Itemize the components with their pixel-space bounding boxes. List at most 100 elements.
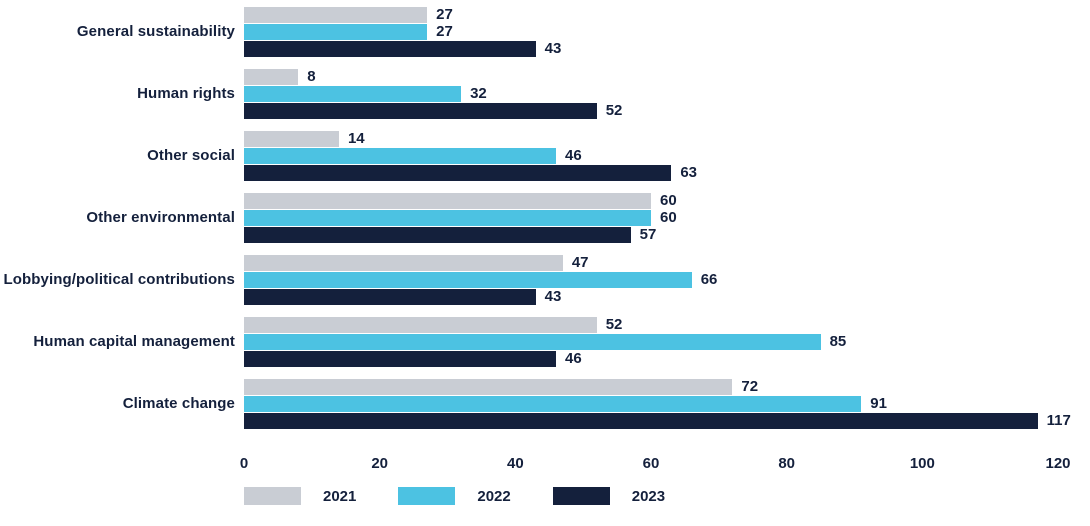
bar-line: 63 [244, 165, 1058, 181]
bar-line: 43 [244, 289, 1058, 305]
value-label: 85 [829, 333, 847, 350]
bar-group: 52 85 46 [244, 317, 1058, 367]
bar-2021 [244, 317, 597, 333]
bar-line: 60 [244, 193, 1058, 209]
value-label: 60 [660, 209, 677, 226]
legend-label: 2022 [477, 487, 511, 505]
category-row: Lobbying/political contributions 47 66 43 [0, 255, 1058, 305]
chart-plot-area: General sustainability 27 27 43 Human rights… [0, 7, 1071, 441]
legend-label: 2021 [323, 487, 357, 505]
bar-group: 47 66 43 [244, 255, 1058, 305]
x-tick-label: 80 [778, 455, 795, 472]
value-label: 63 [680, 164, 698, 181]
bar-2023 [244, 103, 597, 119]
value-label: 91 [870, 395, 887, 412]
category-row: Human rights 8 32 52 [0, 69, 1058, 119]
bar-line: 117 [244, 413, 1071, 429]
category-label: Human rights [137, 84, 235, 102]
bar-line: 52 [244, 317, 1058, 333]
category-row: General sustainability 27 27 43 [0, 7, 1058, 57]
value-label: 72 [741, 378, 759, 395]
bar-line: 46 [244, 148, 1058, 164]
bar-2023 [244, 289, 536, 305]
bar-2022 [244, 86, 462, 102]
x-tick-label: 120 [1045, 455, 1071, 472]
bar-2021 [244, 255, 563, 271]
bar-group: 72 91 117 [244, 379, 1071, 429]
bar-2023 [244, 413, 1038, 429]
value-label: 46 [565, 350, 582, 367]
legend-item: 2021 [244, 487, 356, 505]
bar-line: 14 [244, 131, 1058, 147]
bar-line: 66 [244, 272, 1058, 288]
bar-2022 [244, 396, 862, 412]
category-label: General sustainability [76, 22, 235, 40]
value-label: 27 [436, 23, 453, 40]
value-label: 52 [605, 316, 623, 333]
value-label: 32 [470, 85, 487, 102]
bar-2022 [244, 272, 692, 288]
bar-line: 8 [244, 69, 1058, 85]
legend: 2021 2022 2023 [244, 487, 707, 505]
category-label: Other environmental [86, 208, 235, 226]
bar-line: 60 [244, 210, 1058, 226]
category-row: Other social 14 46 63 [0, 131, 1058, 181]
bar-2023 [244, 351, 557, 367]
legend-swatch [552, 487, 610, 505]
bar-2022 [244, 334, 821, 350]
bar-2023 [244, 227, 631, 243]
category-label: Climate change [122, 394, 235, 412]
bar-2022 [244, 24, 428, 40]
value-label: 52 [605, 102, 623, 119]
value-label: 60 [660, 192, 677, 209]
bar-group: 60 60 57 [244, 193, 1058, 243]
legend-label: 2023 [631, 487, 666, 505]
bar-line: 27 [244, 7, 1058, 23]
bar-2022 [244, 148, 557, 164]
bar-group: 27 27 43 [244, 7, 1058, 57]
bar-line: 72 [244, 379, 1058, 395]
bar-2022 [244, 210, 651, 226]
x-tick-label: 0 [239, 455, 249, 472]
value-label: 46 [565, 147, 582, 164]
value-label: 66 [700, 271, 718, 288]
legend-swatch [398, 487, 456, 505]
x-tick-label: 40 [506, 455, 524, 472]
legend-item: 2022 [398, 487, 511, 505]
x-tick-label: 60 [642, 455, 660, 472]
value-label: 8 [307, 68, 316, 85]
value-label: 117 [1046, 412, 1071, 429]
category-label: Lobbying/political contributions [3, 270, 235, 288]
bar-group: 14 46 63 [244, 131, 1058, 181]
value-label: 43 [544, 288, 562, 305]
value-label: 57 [639, 226, 657, 243]
bar-line: 32 [244, 86, 1058, 102]
bar-2023 [244, 41, 536, 57]
x-tick-label: 20 [371, 455, 388, 472]
value-label: 14 [347, 130, 365, 147]
x-tick-label: 100 [909, 455, 935, 472]
value-label: 47 [571, 254, 589, 271]
bar-group: 8 32 52 [244, 69, 1058, 119]
bar-line: 46 [244, 351, 1058, 367]
bar-line: 27 [244, 24, 1058, 40]
bar-line: 57 [244, 227, 1058, 243]
category-row: Other environmental 60 60 57 [0, 193, 1058, 243]
bar-line: 91 [244, 396, 1058, 412]
bar-line: 52 [244, 103, 1058, 119]
category-row: Climate change 72 91 117 [0, 379, 1071, 429]
category-label: Other social [147, 146, 235, 164]
value-label: 27 [436, 6, 453, 23]
category-row: Human capital management 52 85 46 [0, 317, 1058, 367]
bar-line: 85 [244, 334, 1058, 350]
legend-item: 2023 [552, 487, 666, 505]
bar-2021 [244, 7, 428, 23]
bar-2021 [244, 379, 733, 395]
x-axis: 0 20 40 60 80 100 120 [0, 455, 1090, 475]
legend-swatch [244, 487, 301, 505]
category-label: Human capital management [33, 332, 235, 350]
bar-2021 [244, 131, 339, 147]
value-label: 43 [544, 40, 562, 57]
bar-line: 43 [244, 41, 1058, 57]
